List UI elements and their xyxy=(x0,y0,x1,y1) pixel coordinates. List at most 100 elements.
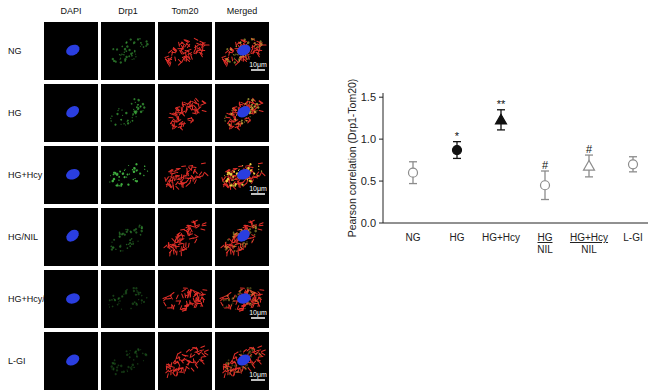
drp1-signal xyxy=(123,293,125,295)
drp1-signal xyxy=(125,124,126,125)
mitochondria xyxy=(175,108,178,112)
drp1-signal xyxy=(133,43,135,45)
drp1-signal xyxy=(261,170,263,172)
drp1-signal xyxy=(143,301,146,304)
cell xyxy=(65,292,81,305)
background xyxy=(0,0,650,391)
mitochondria xyxy=(181,308,185,309)
drp1-signal xyxy=(135,231,138,234)
mitochondria xyxy=(262,350,266,352)
cell xyxy=(216,339,270,384)
x-axis xyxy=(383,223,648,224)
mitochondria xyxy=(201,346,205,348)
y-tick xyxy=(379,97,383,98)
mitochondria xyxy=(186,349,190,352)
mitochondria xyxy=(202,361,205,365)
mitochondria xyxy=(188,290,190,294)
error-bar-cap xyxy=(409,183,417,184)
micrograph xyxy=(215,84,269,142)
drp1-signal xyxy=(130,368,133,371)
drp1-signal xyxy=(253,234,255,236)
mitochondria xyxy=(195,170,197,174)
mitochondria xyxy=(176,186,179,190)
column-header: DAPI xyxy=(60,6,81,16)
drp1-signal xyxy=(253,110,257,114)
cell xyxy=(219,158,268,193)
drp1-signal xyxy=(125,230,128,233)
scale-bar xyxy=(251,379,265,381)
drp1-signal xyxy=(119,170,122,173)
mitochondria xyxy=(183,57,186,61)
drp1-signal xyxy=(251,104,253,106)
x-tick-label-line: NIL xyxy=(581,244,597,255)
drp1-signal xyxy=(126,45,129,48)
x-tick-label: HG xyxy=(450,232,465,243)
drp1-signal xyxy=(132,366,134,368)
drp1-signal xyxy=(129,239,132,242)
drp1-signal xyxy=(245,59,246,60)
mitochondria xyxy=(258,303,260,307)
drp1-signal xyxy=(243,353,245,355)
mitochondria xyxy=(222,178,224,182)
drp1-signal xyxy=(114,298,116,300)
drp1-signal xyxy=(226,178,229,181)
column-header: Merged xyxy=(227,6,258,16)
micrograph xyxy=(44,332,98,390)
drp1-signal xyxy=(226,305,228,307)
mitochondria xyxy=(180,247,184,251)
drp1-signal xyxy=(115,369,118,372)
drp1-signal xyxy=(142,352,144,354)
drp1-signal xyxy=(228,299,231,302)
drp1-signal xyxy=(224,175,225,176)
drp1-signal xyxy=(125,350,128,353)
drp1-signal xyxy=(114,299,117,302)
drp1-signal xyxy=(251,363,253,365)
drp1-signal xyxy=(224,120,226,122)
drp1-signal xyxy=(139,110,143,114)
drp1-signal xyxy=(114,373,117,376)
drp1-signal xyxy=(233,170,236,173)
drp1-signal xyxy=(119,300,121,302)
drp1-signal xyxy=(232,108,234,110)
drp1-signal xyxy=(140,226,143,229)
drp1-signal xyxy=(126,122,129,125)
mitochondria xyxy=(183,52,187,54)
mitochondria xyxy=(238,308,242,309)
mitochondria xyxy=(230,47,233,51)
mitochondria xyxy=(198,296,200,300)
drp1-signal xyxy=(141,295,143,297)
mitochondria xyxy=(182,289,186,291)
mitochondria xyxy=(231,361,235,364)
drp1-signal xyxy=(110,120,112,122)
mitochondria xyxy=(256,50,260,53)
mitochondria xyxy=(186,301,187,305)
micrograph xyxy=(215,208,269,266)
drp1-signal xyxy=(251,240,253,242)
error-bar xyxy=(629,157,637,172)
drp1-signal xyxy=(239,41,242,44)
error-bar-cap xyxy=(453,158,461,159)
drp1-signal xyxy=(242,243,244,245)
mitochondria xyxy=(254,297,256,301)
mitochondria xyxy=(172,238,175,241)
drp1-signal xyxy=(252,224,255,227)
drp1-signal xyxy=(256,46,258,48)
mitochondria xyxy=(169,365,173,369)
drp1-signal xyxy=(135,287,138,290)
mitochondria xyxy=(176,235,180,239)
figure: DAPIDrp1Tom20MergedNG10μmHGHG+Hcy10μmHG/… xyxy=(0,0,650,391)
y-axis-label: Pearson correlation (Drp1-Tom20) xyxy=(346,79,358,238)
mitochondria xyxy=(183,287,187,289)
drp1-signal xyxy=(133,98,136,101)
drp1-signal xyxy=(126,353,129,356)
micrograph xyxy=(101,22,155,80)
drp1-signal xyxy=(249,53,250,54)
drp1-signal xyxy=(255,102,259,106)
mitochondria xyxy=(249,289,253,292)
mitochondria xyxy=(221,302,223,306)
mitochondria xyxy=(196,223,200,227)
drp1-signal xyxy=(247,290,250,293)
point xyxy=(409,168,418,177)
mitochondria xyxy=(193,108,197,112)
mitochondria xyxy=(195,361,199,364)
